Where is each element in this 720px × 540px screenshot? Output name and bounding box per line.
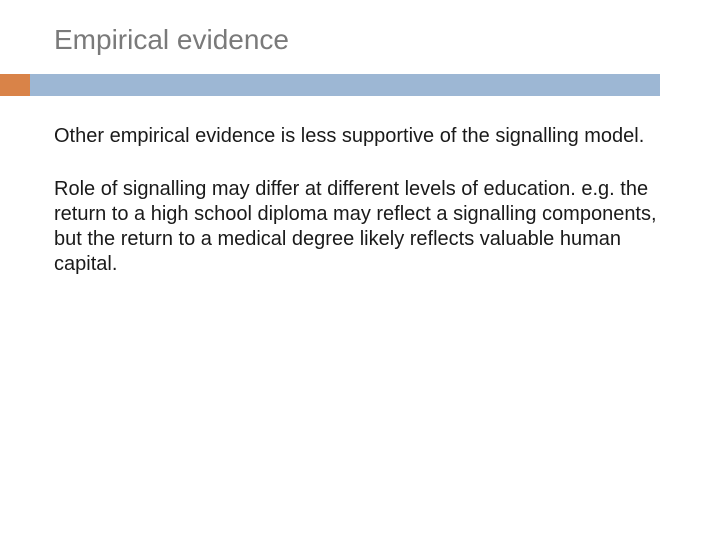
- slide-title: Empirical evidence: [54, 24, 672, 56]
- divider-accent-block: [0, 74, 30, 96]
- body-paragraph-2: Role of signalling may differ at differe…: [54, 177, 672, 277]
- divider-main-bar: [30, 74, 660, 96]
- body-paragraph-1: Other empirical evidence is less support…: [54, 124, 672, 149]
- title-divider: [0, 74, 660, 96]
- slide-container: Empirical evidence Other empirical evide…: [0, 0, 720, 540]
